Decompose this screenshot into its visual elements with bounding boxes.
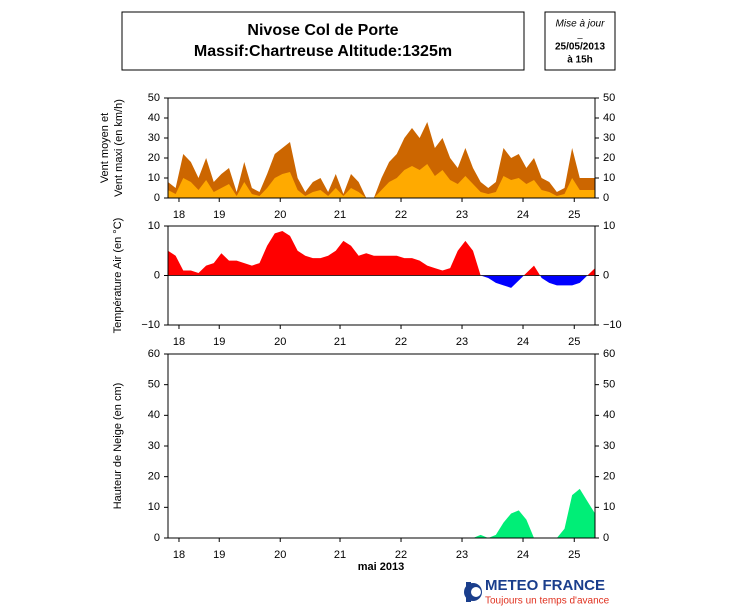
panel: 0 0 10 10 20 20 30 30 40 40 50 50 18 19 20 21 22 23 24 25 Ve… bbox=[99, 92, 615, 221]
update-box bbox=[544, 11, 616, 71]
y-tick-label: 0 bbox=[154, 269, 160, 281]
x-tick-label: 24 bbox=[517, 549, 529, 561]
y-tick-label-right: 60 bbox=[603, 348, 615, 360]
x-tick-label: 22 bbox=[395, 209, 407, 221]
y-tick-label-right: 40 bbox=[603, 409, 615, 421]
tagline: Toujours un temps d'avance bbox=[485, 596, 610, 607]
y-tick-label-right: 0 bbox=[603, 269, 609, 281]
x-tick-label: 22 bbox=[395, 336, 407, 348]
title: Nivose Col de Porte bbox=[247, 22, 398, 39]
y-tick-label-right: 30 bbox=[603, 440, 615, 452]
update-date: 25/05/2013 bbox=[555, 42, 605, 53]
y-tick-label: 30 bbox=[148, 440, 160, 452]
y-tick-label: 10 bbox=[148, 172, 160, 184]
y-tick-label: 20 bbox=[148, 152, 160, 164]
y-axis-label: Vent maxi (en km/h) bbox=[113, 99, 125, 197]
y-tick-label-right: 10 bbox=[603, 172, 615, 184]
area bbox=[168, 164, 595, 198]
y-tick-label: 0 bbox=[154, 532, 160, 544]
x-tick-label: 20 bbox=[274, 209, 286, 221]
x-tick-label: 18 bbox=[173, 336, 185, 348]
brand: METEO FRANCE bbox=[485, 577, 605, 594]
y-axis-label: Température Air (en °C) bbox=[112, 218, 124, 334]
update-sep: _ bbox=[576, 28, 583, 38]
x-tick-label: 21 bbox=[334, 336, 346, 348]
x-tick-label: 20 bbox=[274, 549, 286, 561]
subtitle: Massif:Chartreuse Altitude:1325m bbox=[194, 43, 452, 60]
y-tick-label-right: −10 bbox=[603, 319, 622, 331]
y-tick-label-right: 0 bbox=[603, 192, 609, 204]
y-tick-label: 10 bbox=[148, 220, 160, 232]
x-tick-label: 21 bbox=[334, 549, 346, 561]
area-negative bbox=[168, 275, 595, 288]
update-label: Mise à jour bbox=[556, 19, 606, 30]
panel-frame bbox=[167, 97, 596, 199]
x-tick-label: 25 bbox=[568, 209, 580, 221]
x-tick-label: 22 bbox=[395, 549, 407, 561]
x-tick-label: 21 bbox=[334, 209, 346, 221]
logo bbox=[464, 582, 482, 602]
x-tick-label: 18 bbox=[173, 549, 185, 561]
y-tick-label: 30 bbox=[148, 132, 160, 144]
x-tick-label: 24 bbox=[517, 336, 529, 348]
panel: 0 0 10 10 20 20 30 30 40 40 50 50 60 60 18 19 20 21 22 23 24… bbox=[112, 348, 615, 561]
y-tick-label-right: 10 bbox=[603, 501, 615, 513]
y-tick-label: −10 bbox=[141, 319, 160, 331]
x-axis-label: mai 2013 bbox=[358, 561, 404, 573]
panel-frame bbox=[167, 353, 596, 539]
y-tick-label-right: 20 bbox=[603, 471, 615, 483]
y-tick-label-right: 50 bbox=[603, 92, 615, 104]
y-tick-label: 50 bbox=[148, 379, 160, 391]
x-tick-label: 23 bbox=[456, 336, 468, 348]
x-tick-label: 25 bbox=[568, 549, 580, 561]
x-tick-label: 19 bbox=[213, 209, 225, 221]
x-tick-label: 24 bbox=[517, 209, 529, 221]
y-tick-label-right: 50 bbox=[603, 379, 615, 391]
x-tick-label: 25 bbox=[568, 336, 580, 348]
y-tick-label: 40 bbox=[148, 409, 160, 421]
y-tick-label-right: 30 bbox=[603, 132, 615, 144]
y-tick-label: 10 bbox=[148, 501, 160, 513]
x-tick-label: 19 bbox=[213, 336, 225, 348]
y-tick-label-right: 0 bbox=[603, 532, 609, 544]
x-tick-label: 18 bbox=[173, 209, 185, 221]
update-hour: à 15h bbox=[567, 55, 593, 66]
x-tick-label: 19 bbox=[213, 549, 225, 561]
y-tick-label: 20 bbox=[148, 471, 160, 483]
y-tick-label: 60 bbox=[148, 348, 160, 360]
x-tick-label: 23 bbox=[456, 209, 468, 221]
y-tick-label: 50 bbox=[148, 92, 160, 104]
title-box bbox=[121, 11, 525, 71]
y-tick-label: 0 bbox=[154, 192, 160, 204]
x-tick-label: 20 bbox=[274, 336, 286, 348]
panel: −10 −10 0 0 10 10 18 19 20 21 22 23 24 25 Température … bbox=[112, 218, 622, 348]
y-tick-label-right: 40 bbox=[603, 112, 615, 124]
y-tick-label-right: 10 bbox=[603, 220, 615, 232]
y-tick-label: 40 bbox=[148, 112, 160, 124]
y-tick-label-right: 20 bbox=[603, 152, 615, 164]
area-positive bbox=[168, 230, 595, 276]
y-axis-label: Vent moyen et bbox=[99, 113, 111, 183]
y-axis-label: Hauteur de Neige (en cm) bbox=[112, 383, 124, 510]
area bbox=[168, 488, 595, 538]
x-tick-label: 23 bbox=[456, 549, 468, 561]
